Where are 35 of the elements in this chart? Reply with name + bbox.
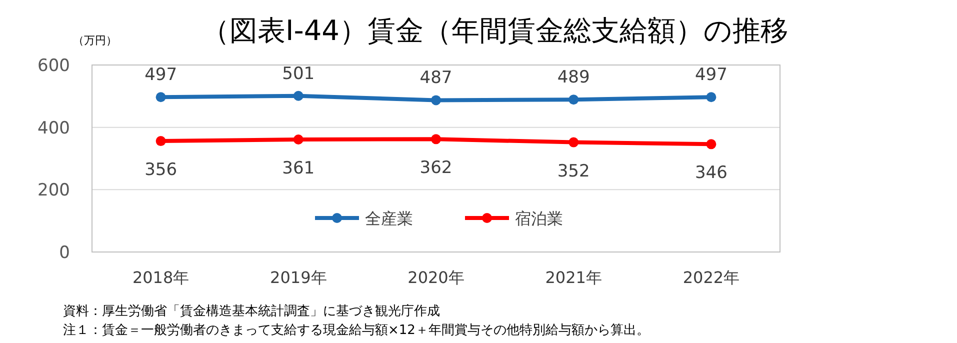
data-label: 497: [144, 65, 178, 86]
point: [706, 139, 716, 150]
point: [431, 134, 441, 144]
x-tick-label: 2018年: [132, 268, 190, 287]
y-tick-label: 0: [59, 243, 70, 263]
data-label: 352: [557, 161, 590, 182]
data-label: 501: [282, 64, 315, 84]
point: [293, 134, 304, 144]
data-label: 487: [420, 68, 452, 88]
text: 資料：厚生労働省「賃金構造基本統計調査」に基づき観光庁作成: [63, 303, 440, 319]
legend-label: 全産業: [365, 209, 413, 228]
legend-label: 宿泊業: [515, 209, 563, 228]
y-axis-title: （万円）: [73, 34, 117, 47]
point: [156, 136, 166, 146]
data-label: 361: [282, 158, 315, 178]
data-label: 362: [420, 158, 452, 178]
chart-title: （図表Ⅰ-44）賃金（年間賃金総支給額）の推移: [202, 14, 788, 47]
x-tick-label: 2022年: [682, 268, 740, 287]
data-label: 497: [694, 65, 728, 86]
point: [706, 92, 716, 102]
data-label: 489: [557, 68, 590, 88]
y-tick-label: 200: [38, 180, 70, 201]
x-tick-label: 2021年: [545, 268, 602, 287]
data-label: 356: [144, 160, 178, 180]
x-tick-label: 2020年: [408, 268, 464, 287]
y-tick-label: 600: [38, 56, 70, 76]
point: [156, 92, 166, 102]
point: [568, 137, 579, 148]
point: [568, 94, 579, 105]
data-label: 346: [694, 163, 728, 184]
x-tick-label: 2019年: [270, 268, 327, 287]
point: [431, 95, 441, 106]
point: [293, 90, 304, 101]
y-tick-label: 400: [38, 118, 70, 138]
text: 注１：賃金＝一般労働者のきまって支給する現金給与額×12＋年間賞与その他特別給与額から算出。: [63, 323, 650, 338]
